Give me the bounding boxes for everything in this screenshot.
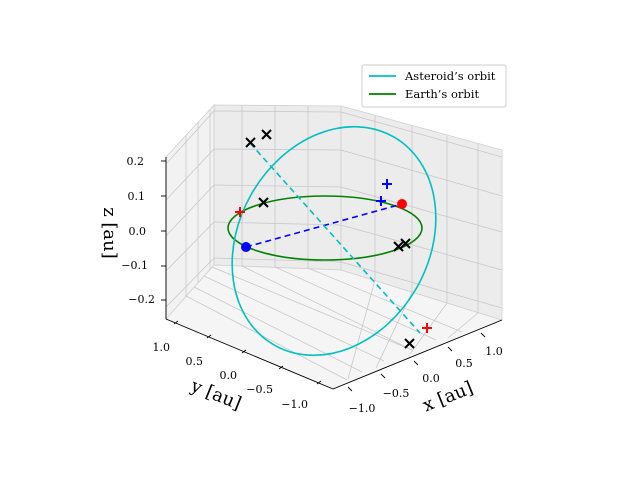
red-plus-marker <box>235 207 245 217</box>
red-plus-marker <box>422 323 432 333</box>
x-axis-line <box>332 319 503 390</box>
black-cross-marker <box>400 238 411 249</box>
z-tick-label: 0.1 <box>128 190 146 203</box>
z-tick-label: −0.2 <box>128 293 155 306</box>
tick-marks <box>161 160 486 392</box>
x-tick-label: −1.0 <box>349 402 376 415</box>
z-tick-label: −0.1 <box>121 259 148 272</box>
asteroid-orbit-line <box>231 125 437 357</box>
orbits <box>227 125 437 357</box>
legend: Asteroid’s orbit Earth’s orbit <box>361 64 507 108</box>
black-cross-marker <box>404 338 415 349</box>
x-tick-label: 0.5 <box>455 357 473 370</box>
blue-plus-marker <box>376 196 386 206</box>
earth-orbit-line <box>227 195 423 261</box>
y-axis-line <box>165 318 334 390</box>
blue-circle-marker <box>241 242 251 252</box>
grid-lines <box>165 105 503 381</box>
black-cross-marker <box>245 137 256 148</box>
blue-plus-marker <box>382 179 392 189</box>
red-circle-marker <box>397 199 407 209</box>
legend-label-earth: Earth’s orbit <box>405 87 479 101</box>
x-tick-label: −0.5 <box>383 387 410 400</box>
z-tick-labels: −0.2 −0.1 0.0 0.1 0.2 <box>121 155 155 306</box>
cyan-dashed-connector <box>249 142 421 334</box>
black-cross-marker <box>258 197 269 208</box>
x-tick-labels: −1.0 −0.5 0.0 0.5 1.0 <box>349 345 503 415</box>
z-tick-label: 0.0 <box>129 225 147 238</box>
legend-label-asteroid: Asteroid’s orbit <box>404 69 496 83</box>
y-tick-label: −0.5 <box>246 383 273 396</box>
y-tick-label: 0.0 <box>220 369 238 382</box>
y-tick-label: −1.0 <box>281 398 308 411</box>
y-tick-label: 0.5 <box>186 355 204 368</box>
black-cross-marker <box>261 129 272 140</box>
z-tick-label: 0.2 <box>127 155 145 168</box>
markers <box>235 129 432 349</box>
x-tick-label: 1.0 <box>485 345 503 358</box>
y-tick-label: 1.0 <box>153 341 171 354</box>
axis-lines <box>165 157 503 390</box>
z-axis-label: z [au] <box>99 207 120 259</box>
legend-box <box>361 64 507 108</box>
x-tick-label: 0.0 <box>422 372 440 385</box>
black-cross-marker <box>393 241 404 252</box>
y-tick-labels: 1.0 0.5 0.0 −0.5 −1.0 <box>153 341 309 411</box>
